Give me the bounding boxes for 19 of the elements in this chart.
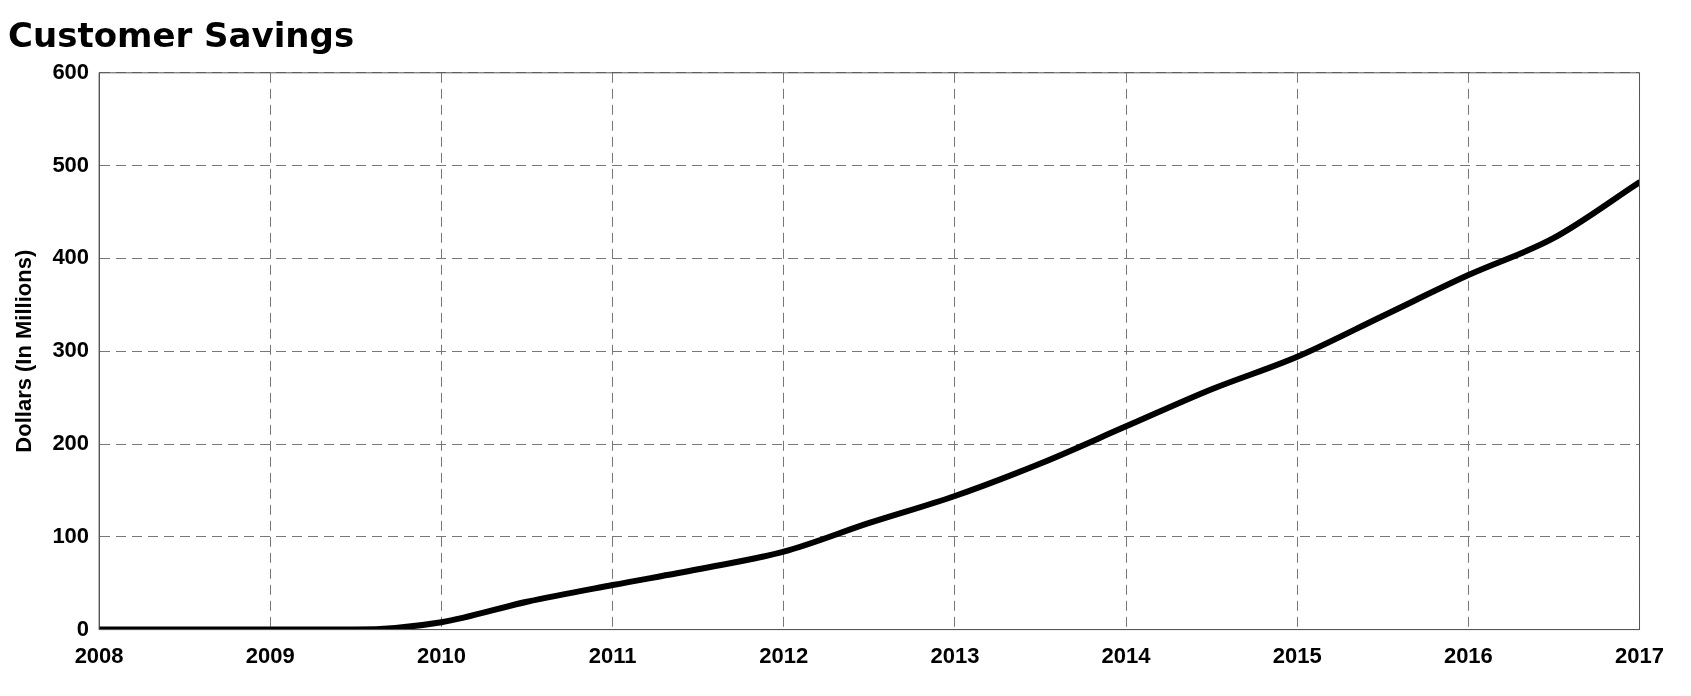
y-tick-label: 100 xyxy=(52,522,90,548)
y-tick-label: 200 xyxy=(52,430,90,456)
y-tick-label: 500 xyxy=(52,151,90,177)
y-tick-label: 400 xyxy=(52,244,90,270)
x-tick-label: 2013 xyxy=(930,642,980,668)
chart-title: Customer Savings xyxy=(8,15,355,56)
y-tick-label: 300 xyxy=(52,337,90,363)
y-axis-title: Dollars (In Millions) xyxy=(11,249,37,453)
x-tick-label: 2017 xyxy=(1615,642,1665,668)
x-tick-label: 2008 xyxy=(74,642,124,668)
x-tick-label: 2009 xyxy=(245,642,295,668)
x-tick-label: 2016 xyxy=(1443,642,1493,668)
x-tick-label: 2012 xyxy=(759,642,809,668)
x-tick-label: 2010 xyxy=(416,642,466,668)
x-tick-label: 2011 xyxy=(588,642,637,668)
y-tick-label: 0 xyxy=(76,615,90,641)
x-tick-label: 2014 xyxy=(1101,642,1152,668)
y-tick-label: 600 xyxy=(52,58,90,84)
x-tick-label: 2015 xyxy=(1272,642,1322,668)
